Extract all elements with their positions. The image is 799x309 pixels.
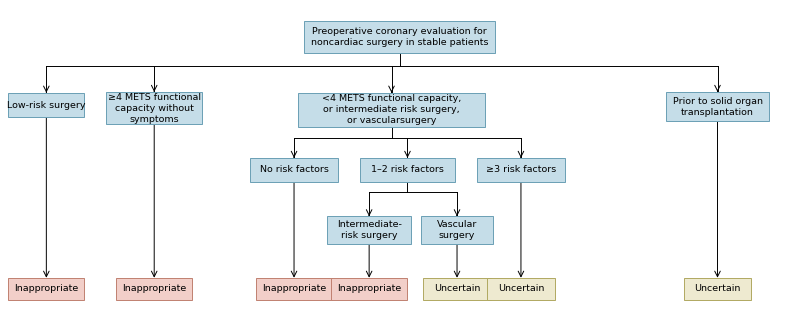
FancyBboxPatch shape [421,216,493,244]
Text: Inappropriate: Inappropriate [122,284,186,294]
FancyBboxPatch shape [106,92,202,124]
FancyBboxPatch shape [117,278,193,300]
FancyBboxPatch shape [684,278,752,300]
Text: Preoperative coronary evaluation for
noncardiac surgery in stable patients: Preoperative coronary evaluation for non… [311,27,488,47]
Text: Uncertain: Uncertain [694,284,741,294]
Text: ≥3 risk factors: ≥3 risk factors [486,165,556,175]
Text: Inappropriate: Inappropriate [262,284,326,294]
Text: No risk factors: No risk factors [260,165,328,175]
FancyBboxPatch shape [304,21,495,53]
Text: Uncertain: Uncertain [434,284,480,294]
FancyBboxPatch shape [9,278,85,300]
Text: 1–2 risk factors: 1–2 risk factors [371,165,444,175]
FancyBboxPatch shape [477,158,565,182]
Text: Vascular
surgery: Vascular surgery [437,220,477,240]
Text: Prior to solid organ
transplantation: Prior to solid organ transplantation [673,96,762,117]
FancyBboxPatch shape [297,93,485,127]
FancyBboxPatch shape [332,278,407,300]
Text: Uncertain: Uncertain [498,284,544,294]
FancyBboxPatch shape [256,278,332,300]
FancyBboxPatch shape [666,92,769,121]
Text: ≥4 METS functional
capacity without
symptoms: ≥4 METS functional capacity without symp… [108,93,201,124]
FancyBboxPatch shape [487,278,555,300]
FancyBboxPatch shape [250,158,338,182]
Text: Inappropriate: Inappropriate [337,284,401,294]
FancyBboxPatch shape [360,158,455,182]
FancyBboxPatch shape [328,216,411,244]
Text: Intermediate-
risk surgery: Intermediate- risk surgery [336,220,402,240]
FancyBboxPatch shape [9,93,85,117]
Text: <4 METS functional capacity,
or intermediate risk surgery,
or vascularsurgery: <4 METS functional capacity, or intermed… [322,94,461,125]
FancyBboxPatch shape [423,278,491,300]
Text: Low-risk surgery: Low-risk surgery [7,100,85,110]
Text: Inappropriate: Inappropriate [14,284,78,294]
